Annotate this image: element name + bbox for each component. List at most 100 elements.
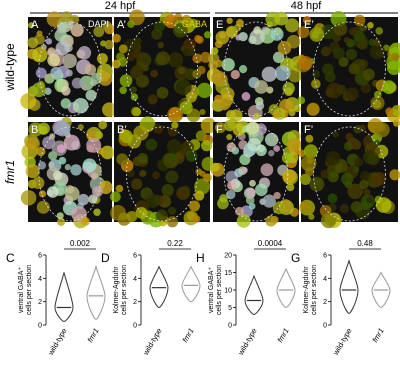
panel-letter: H xyxy=(196,251,205,265)
cell xyxy=(327,193,338,204)
violin xyxy=(244,274,264,316)
cell xyxy=(297,96,306,105)
violin xyxy=(339,259,359,314)
cell xyxy=(157,41,165,49)
cell xyxy=(194,190,205,201)
cell xyxy=(192,215,201,223)
cell xyxy=(62,53,77,69)
x-tick-label: wild-type xyxy=(236,327,259,358)
cell xyxy=(135,207,148,219)
cell xyxy=(109,191,121,203)
cell xyxy=(272,110,281,119)
cell xyxy=(152,171,160,180)
stain-label: GABA xyxy=(182,19,207,29)
cell xyxy=(288,109,296,117)
cell xyxy=(371,171,386,187)
cell xyxy=(302,16,312,25)
panel-letter: D xyxy=(101,251,110,265)
cell xyxy=(147,94,158,105)
cell xyxy=(245,196,255,205)
cell xyxy=(360,171,371,182)
x-tick-label: fmr1 xyxy=(180,327,195,344)
panel-letter: E’ xyxy=(304,19,314,31)
cell xyxy=(382,80,396,95)
cell xyxy=(235,122,243,130)
cell xyxy=(348,27,357,36)
y-axis-label: ventral GABA⁺ xyxy=(208,267,215,313)
cell xyxy=(298,56,313,71)
cell xyxy=(286,183,295,192)
cell xyxy=(199,108,206,116)
y-tick-label: 2 xyxy=(133,299,137,306)
panel-letter: B xyxy=(31,124,38,136)
cell xyxy=(38,190,47,198)
cell xyxy=(391,105,400,117)
cell xyxy=(87,130,96,140)
cell xyxy=(47,47,56,56)
y-tick-label: 4 xyxy=(38,276,42,283)
cell xyxy=(192,69,202,79)
cell xyxy=(339,203,350,214)
cell xyxy=(312,69,321,78)
cell xyxy=(153,123,164,134)
cell xyxy=(359,179,369,190)
cell xyxy=(90,172,98,180)
cell xyxy=(168,52,184,68)
cell xyxy=(362,68,375,81)
p-value: 0.0004 xyxy=(258,239,283,248)
y-tick-label: 2 xyxy=(323,299,327,306)
panel-letter: F’ xyxy=(304,124,313,136)
cell xyxy=(274,11,289,26)
cell xyxy=(253,26,262,35)
cell xyxy=(58,21,67,30)
cell xyxy=(167,126,178,137)
cell xyxy=(77,46,92,60)
cell xyxy=(332,131,339,138)
cell xyxy=(133,49,142,59)
cell xyxy=(347,183,363,199)
cell xyxy=(20,93,37,110)
cell xyxy=(165,170,179,184)
cell xyxy=(104,39,114,50)
cell xyxy=(119,86,127,95)
cell xyxy=(91,186,103,198)
cell xyxy=(311,79,321,89)
outline xyxy=(38,21,102,117)
cell xyxy=(28,22,35,29)
cell xyxy=(297,26,310,39)
cell xyxy=(235,34,242,41)
cell xyxy=(375,27,384,35)
cell xyxy=(131,178,143,190)
cell xyxy=(64,164,71,171)
cell xyxy=(348,63,360,75)
cell xyxy=(338,56,349,67)
cell xyxy=(320,169,330,179)
cell xyxy=(36,46,44,54)
cell xyxy=(61,86,71,96)
violin xyxy=(149,265,169,309)
cell xyxy=(118,212,128,221)
y-tick-label: 0 xyxy=(133,323,137,330)
cell xyxy=(224,119,236,132)
cell xyxy=(201,140,213,152)
cell xyxy=(129,86,137,94)
cell xyxy=(100,145,115,160)
cell xyxy=(192,53,203,64)
cell xyxy=(306,102,320,116)
cell xyxy=(303,144,318,159)
cell xyxy=(229,109,243,122)
cell xyxy=(116,153,129,166)
cell xyxy=(47,53,60,67)
cell xyxy=(274,65,291,81)
x-tick-label: fmr1 xyxy=(275,327,290,344)
cell xyxy=(392,119,400,127)
p-value: 0.22 xyxy=(167,239,183,248)
cell xyxy=(353,14,366,27)
cell xyxy=(324,214,336,226)
cell xyxy=(215,30,230,45)
cell xyxy=(102,102,117,117)
x-tick-label: wild-type xyxy=(331,327,354,358)
y-axis-label: cells per section xyxy=(26,265,33,315)
cell xyxy=(77,124,84,131)
y-axis-label: cells per section xyxy=(311,265,318,315)
